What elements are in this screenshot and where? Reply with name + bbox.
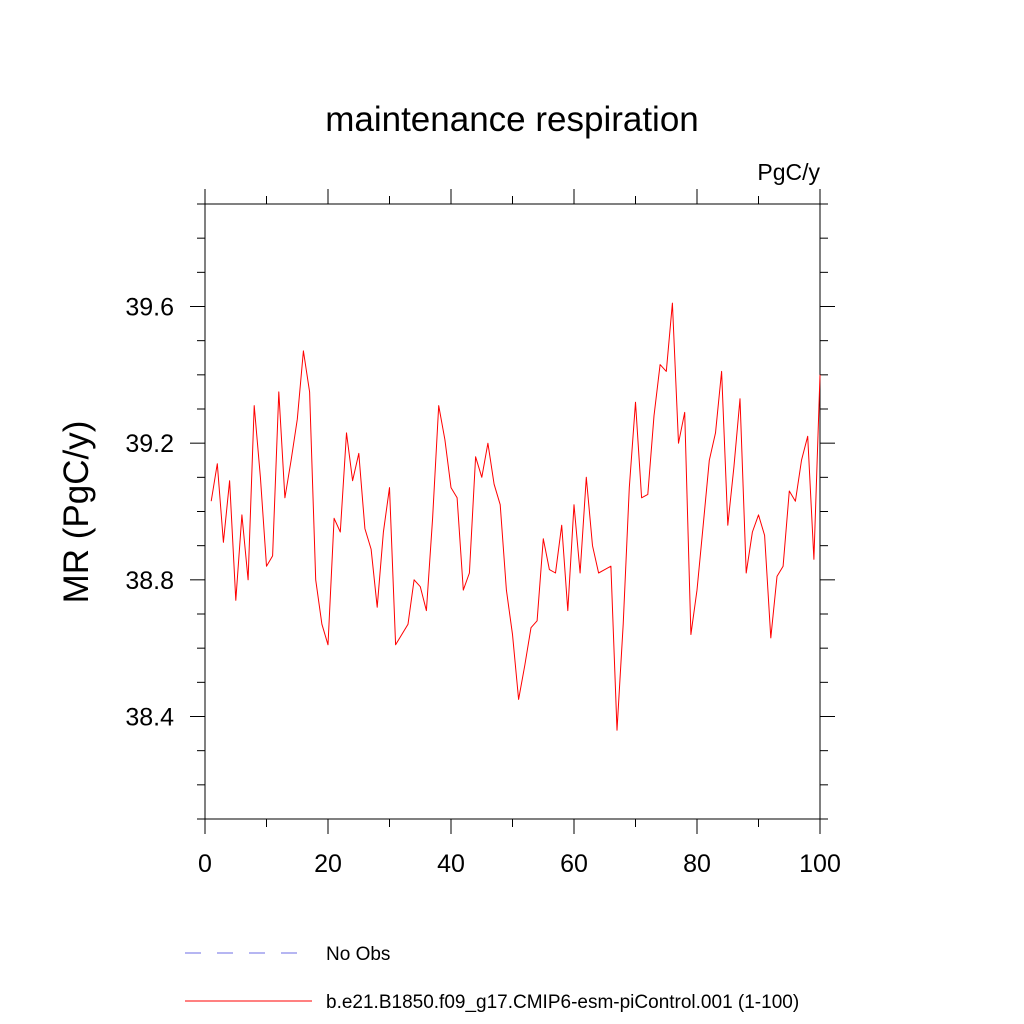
x-tick-label: 60 xyxy=(560,850,588,878)
chart-title: maintenance respiration xyxy=(325,100,699,139)
legend: No Obs b.e21.B1850.f09_g17.CMIP6-esm-piC… xyxy=(185,944,799,1013)
y-axis-label: MR (PgC/y) xyxy=(57,421,96,604)
series-group xyxy=(210,302,821,731)
series-line xyxy=(210,302,821,731)
legend-model-label: b.e21.B1850.f09_g17.CMIP6-esm-piControl.… xyxy=(326,992,799,1013)
x-tick-label: 100 xyxy=(799,850,841,878)
x-tick-label: 0 xyxy=(198,850,212,878)
x-tick-label: 80 xyxy=(683,850,711,878)
legend-no-obs-label: No Obs xyxy=(326,944,390,965)
y-tick-labels: 38.4 38.8 39.2 39.6 xyxy=(125,294,174,732)
units-label: PgC/y xyxy=(757,159,820,185)
y-tick-label: 38.8 xyxy=(125,567,174,595)
y-tick-label: 39.6 xyxy=(125,294,174,322)
x-tick-labels: 0 20 40 60 80 100 xyxy=(198,850,841,878)
plot-frame xyxy=(204,203,821,820)
axis-ticks xyxy=(190,189,835,834)
y-tick-label: 39.2 xyxy=(125,430,174,458)
y-tick-label: 38.4 xyxy=(125,704,174,732)
x-tick-label: 40 xyxy=(437,850,465,878)
x-tick-label: 20 xyxy=(314,850,342,878)
